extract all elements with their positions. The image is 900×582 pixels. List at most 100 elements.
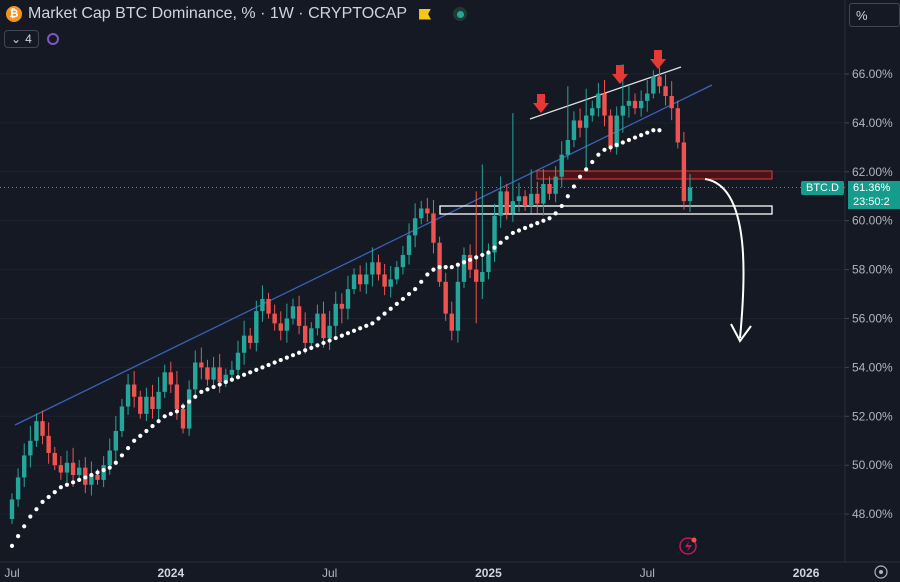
candle-body: [669, 96, 674, 109]
gridlines: [0, 0, 900, 563]
event-icon: [679, 537, 697, 555]
candle-body: [467, 254, 473, 270]
price-tag: 61.36% 23:50:2: [848, 181, 900, 209]
ma-dot: [602, 147, 607, 152]
ma-dot: [620, 140, 625, 145]
ma-dot: [577, 174, 583, 179]
y-tick-label: 60.00%: [852, 214, 893, 228]
ma-dot: [199, 389, 204, 394]
ma-dot: [278, 357, 283, 363]
ma-dot: [205, 387, 210, 392]
candle-body: [211, 367, 216, 380]
loop-icon[interactable]: [46, 33, 59, 45]
bar-countdown: 23:50:2: [853, 196, 890, 208]
ma-dot: [52, 489, 57, 495]
candle-body: [150, 396, 155, 409]
red-down-arrow: [650, 50, 666, 69]
ma-dot: [510, 230, 515, 236]
ma-dot: [296, 350, 302, 355]
candle-body: [290, 306, 296, 319]
ma-dot: [327, 338, 332, 343]
ma-dot: [125, 445, 131, 451]
ma-dot: [529, 223, 534, 228]
ma-dot: [437, 265, 442, 270]
candle-body: [437, 242, 442, 282]
candle-body: [309, 328, 314, 343]
ma-dot: [559, 203, 564, 209]
candle-body: [602, 93, 607, 116]
scale-mode-button[interactable]: %: [849, 3, 900, 27]
candle-body: [186, 389, 192, 429]
flag-icon[interactable]: [419, 8, 432, 20]
ma-dot: [46, 494, 51, 500]
ma-dot: [541, 218, 546, 223]
red-down-arrow: [533, 94, 549, 113]
ma-dot: [394, 301, 399, 306]
ma-dot: [315, 343, 320, 348]
bitcoin-icon: ₿: [6, 6, 22, 22]
ma-dot: [376, 316, 381, 321]
ma-dot: [193, 394, 198, 399]
ma-dot: [400, 296, 406, 302]
y-tick-label: 66.00%: [852, 67, 893, 81]
candle-body: [272, 313, 277, 324]
candle-body: [101, 465, 106, 480]
ma-dot: [461, 260, 467, 265]
y-tick-label: 50.00%: [852, 458, 893, 472]
event-dot: [691, 537, 697, 543]
candle-body: [156, 391, 161, 409]
candle-body: [559, 154, 564, 177]
candle-body: [528, 193, 534, 207]
candle-body: [321, 313, 326, 339]
candle-body: [480, 272, 485, 282]
ma-dot: [358, 326, 363, 331]
ma-dot: [113, 460, 118, 465]
ma-dot: [180, 404, 186, 409]
ma-dot: [223, 379, 228, 385]
ma-dot: [22, 524, 27, 529]
ma-dot: [144, 428, 149, 434]
ma-dot: [651, 128, 656, 133]
candle-body: [40, 421, 45, 436]
candle-body: [608, 115, 613, 148]
candle-body: [419, 208, 424, 219]
ma-dot: [425, 272, 430, 277]
y-tick-label: 64.00%: [852, 116, 893, 130]
ma-dot: [242, 372, 247, 377]
candle-body: [364, 274, 369, 285]
x-tick-label: 2024: [157, 566, 184, 580]
indicators-toggle-button[interactable]: ⌄ 4: [4, 30, 39, 48]
candle-body: [388, 279, 393, 287]
ma-dot: [345, 331, 351, 336]
x-axis-labels: Jul 2024 Jul 2025 Jul 2026: [4, 566, 819, 580]
lightning-icon: [685, 541, 692, 552]
ma-dot: [34, 507, 39, 512]
ma-dot: [419, 279, 424, 284]
market-status-icon[interactable]: [453, 7, 468, 21]
candle-body: [516, 196, 522, 202]
ma-dot: [413, 287, 418, 292]
ma-dot: [480, 252, 485, 258]
projection-arrowhead: [730, 323, 752, 343]
chart-title: Market Cap BTC Dominance, % · 1W · CRYPT…: [28, 5, 408, 22]
candle-body: [333, 303, 338, 326]
candle-body: [22, 455, 27, 478]
ma-dot: [449, 265, 454, 270]
ma-dot: [138, 433, 143, 438]
upper-wedge-line: [529, 66, 682, 120]
ma-dot: [272, 360, 277, 365]
candle-body: [205, 367, 210, 380]
ma-dot: [339, 333, 344, 338]
candle-body: [241, 335, 247, 353]
ma-dot: [16, 534, 21, 539]
ma-dot: [211, 384, 216, 390]
candle-body: [590, 108, 595, 116]
candle-body: [553, 176, 558, 194]
candle-body: [412, 218, 418, 236]
ma-dot: [266, 362, 271, 368]
candle-body: [577, 120, 583, 128]
candle-body: [28, 440, 33, 456]
candle-body: [302, 325, 308, 343]
candle-body: [180, 408, 186, 429]
